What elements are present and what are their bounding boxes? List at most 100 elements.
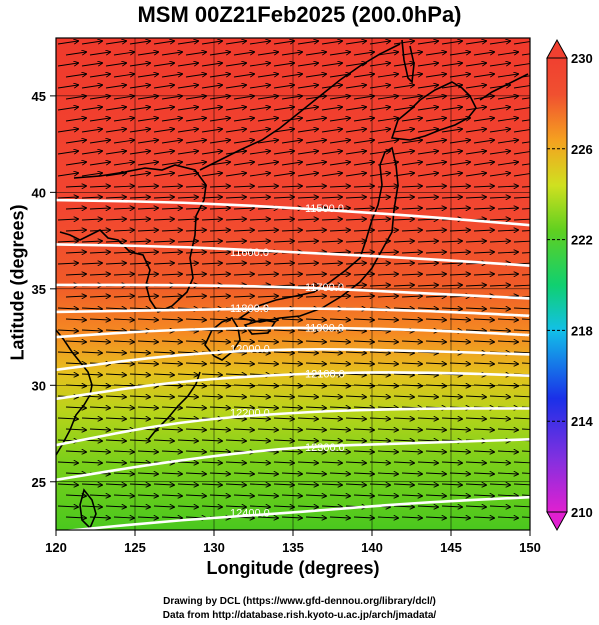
wind-arrow <box>353 252 374 253</box>
wind-arrow <box>249 241 270 242</box>
wind-arrow <box>273 418 294 419</box>
wind-arrow <box>105 197 126 198</box>
wind-arrow <box>377 140 398 144</box>
wind-arrow <box>465 285 486 286</box>
wind-arrow <box>281 162 302 166</box>
wind-arrow <box>401 319 422 320</box>
wind-arrow <box>441 396 462 397</box>
wind-arrow <box>449 96 470 100</box>
wind-arrow <box>209 74 230 78</box>
wind-arrow <box>393 418 414 419</box>
wind-arrow <box>209 429 230 430</box>
wind-arrow <box>81 396 102 397</box>
wind-arrow <box>153 107 174 111</box>
wind-arrow <box>497 230 518 231</box>
wind-arrow <box>465 506 486 507</box>
wind-arrow <box>305 451 326 452</box>
wind-arrow <box>369 396 390 397</box>
wind-arrow <box>225 396 246 397</box>
wind-arrow <box>233 341 254 342</box>
wind-arrow <box>305 407 326 408</box>
wind-arrow <box>489 308 510 309</box>
wind-arrow <box>105 396 126 397</box>
wind-arrow <box>449 140 470 144</box>
wind-arrow <box>329 363 350 364</box>
wind-arrow <box>273 219 294 220</box>
wind-arrow <box>137 252 158 253</box>
wind-arrow <box>305 517 326 518</box>
wind-arrow <box>201 129 222 133</box>
wind-arrow <box>161 252 182 253</box>
wind-arrow <box>401 363 422 364</box>
wind-arrow <box>345 107 366 111</box>
wind-arrow <box>377 208 398 209</box>
contour-line <box>56 371 530 401</box>
wind-arrow <box>489 85 510 89</box>
wind-arrow <box>521 450 530 452</box>
wind-arrow <box>81 219 102 220</box>
wind-arrow <box>393 41 414 45</box>
wind-arrow <box>425 140 446 144</box>
wind-arrow <box>393 374 414 375</box>
wind-arrow <box>417 418 438 419</box>
wind-arrow <box>201 440 222 441</box>
wind-arrow <box>105 129 126 133</box>
wind-arrow <box>113 407 134 408</box>
wind-arrow <box>321 330 342 331</box>
wind-arrow <box>521 230 530 232</box>
wind-arrow <box>449 52 470 56</box>
wind-arrow <box>329 385 350 386</box>
wind-arrow <box>425 319 446 320</box>
wind-arrow <box>369 263 390 264</box>
wind-arrow <box>393 197 414 198</box>
wind-arrow <box>249 85 270 89</box>
wind-arrow <box>465 462 486 463</box>
wind-arrow <box>233 140 254 144</box>
wind-arrow <box>353 96 374 100</box>
wind-arrow <box>521 516 530 518</box>
wind-arrow <box>113 296 134 297</box>
wind-arrow <box>209 186 230 187</box>
wind-arrow <box>321 484 342 485</box>
wind-arrow <box>257 385 278 386</box>
wind-arrow <box>401 52 422 56</box>
x-tick-label: 150 <box>519 540 541 555</box>
x-tick-label: 125 <box>124 540 146 555</box>
x-axis-ticks: 120 125 130 135 140 145 150 <box>45 530 541 555</box>
wind-arrow <box>345 418 366 419</box>
wind-arrow <box>137 341 158 342</box>
wind-arrow <box>329 473 350 474</box>
wind-arrow <box>233 495 254 496</box>
wind-arrow <box>81 129 102 133</box>
wind-arrow <box>321 151 342 155</box>
wind-arrow <box>353 230 374 231</box>
wind-arrow <box>81 418 102 419</box>
wind-arrow <box>153 396 174 397</box>
wind-arrow <box>273 197 294 198</box>
wind-arrow <box>89 385 110 386</box>
wind-arrow <box>273 440 294 441</box>
wind-arrow <box>105 352 126 353</box>
wind-arrow <box>225 330 246 331</box>
wind-arrow <box>521 208 530 210</box>
wind-arrow <box>137 274 158 275</box>
wind-arrow <box>345 484 366 485</box>
wind-arrow <box>89 495 110 496</box>
wind-arrow <box>249 63 270 67</box>
wind-arrow <box>377 162 398 166</box>
wind-arrow <box>137 118 158 122</box>
wind-arrow <box>161 407 182 408</box>
wind-arrow <box>65 74 86 78</box>
wind-arrow <box>417 263 438 264</box>
wind-arrow <box>233 118 254 122</box>
wind-arrow <box>329 140 350 144</box>
wind-arrow <box>305 74 326 78</box>
wind-arrow <box>137 140 158 144</box>
wind-arrow <box>249 418 270 419</box>
wind-arrow <box>465 197 486 198</box>
wind-arrow <box>57 197 78 198</box>
wind-arrow <box>473 230 494 231</box>
wind-arrow <box>65 407 86 408</box>
x-tick-label: 120 <box>45 540 67 555</box>
wind-arrow <box>273 173 294 177</box>
